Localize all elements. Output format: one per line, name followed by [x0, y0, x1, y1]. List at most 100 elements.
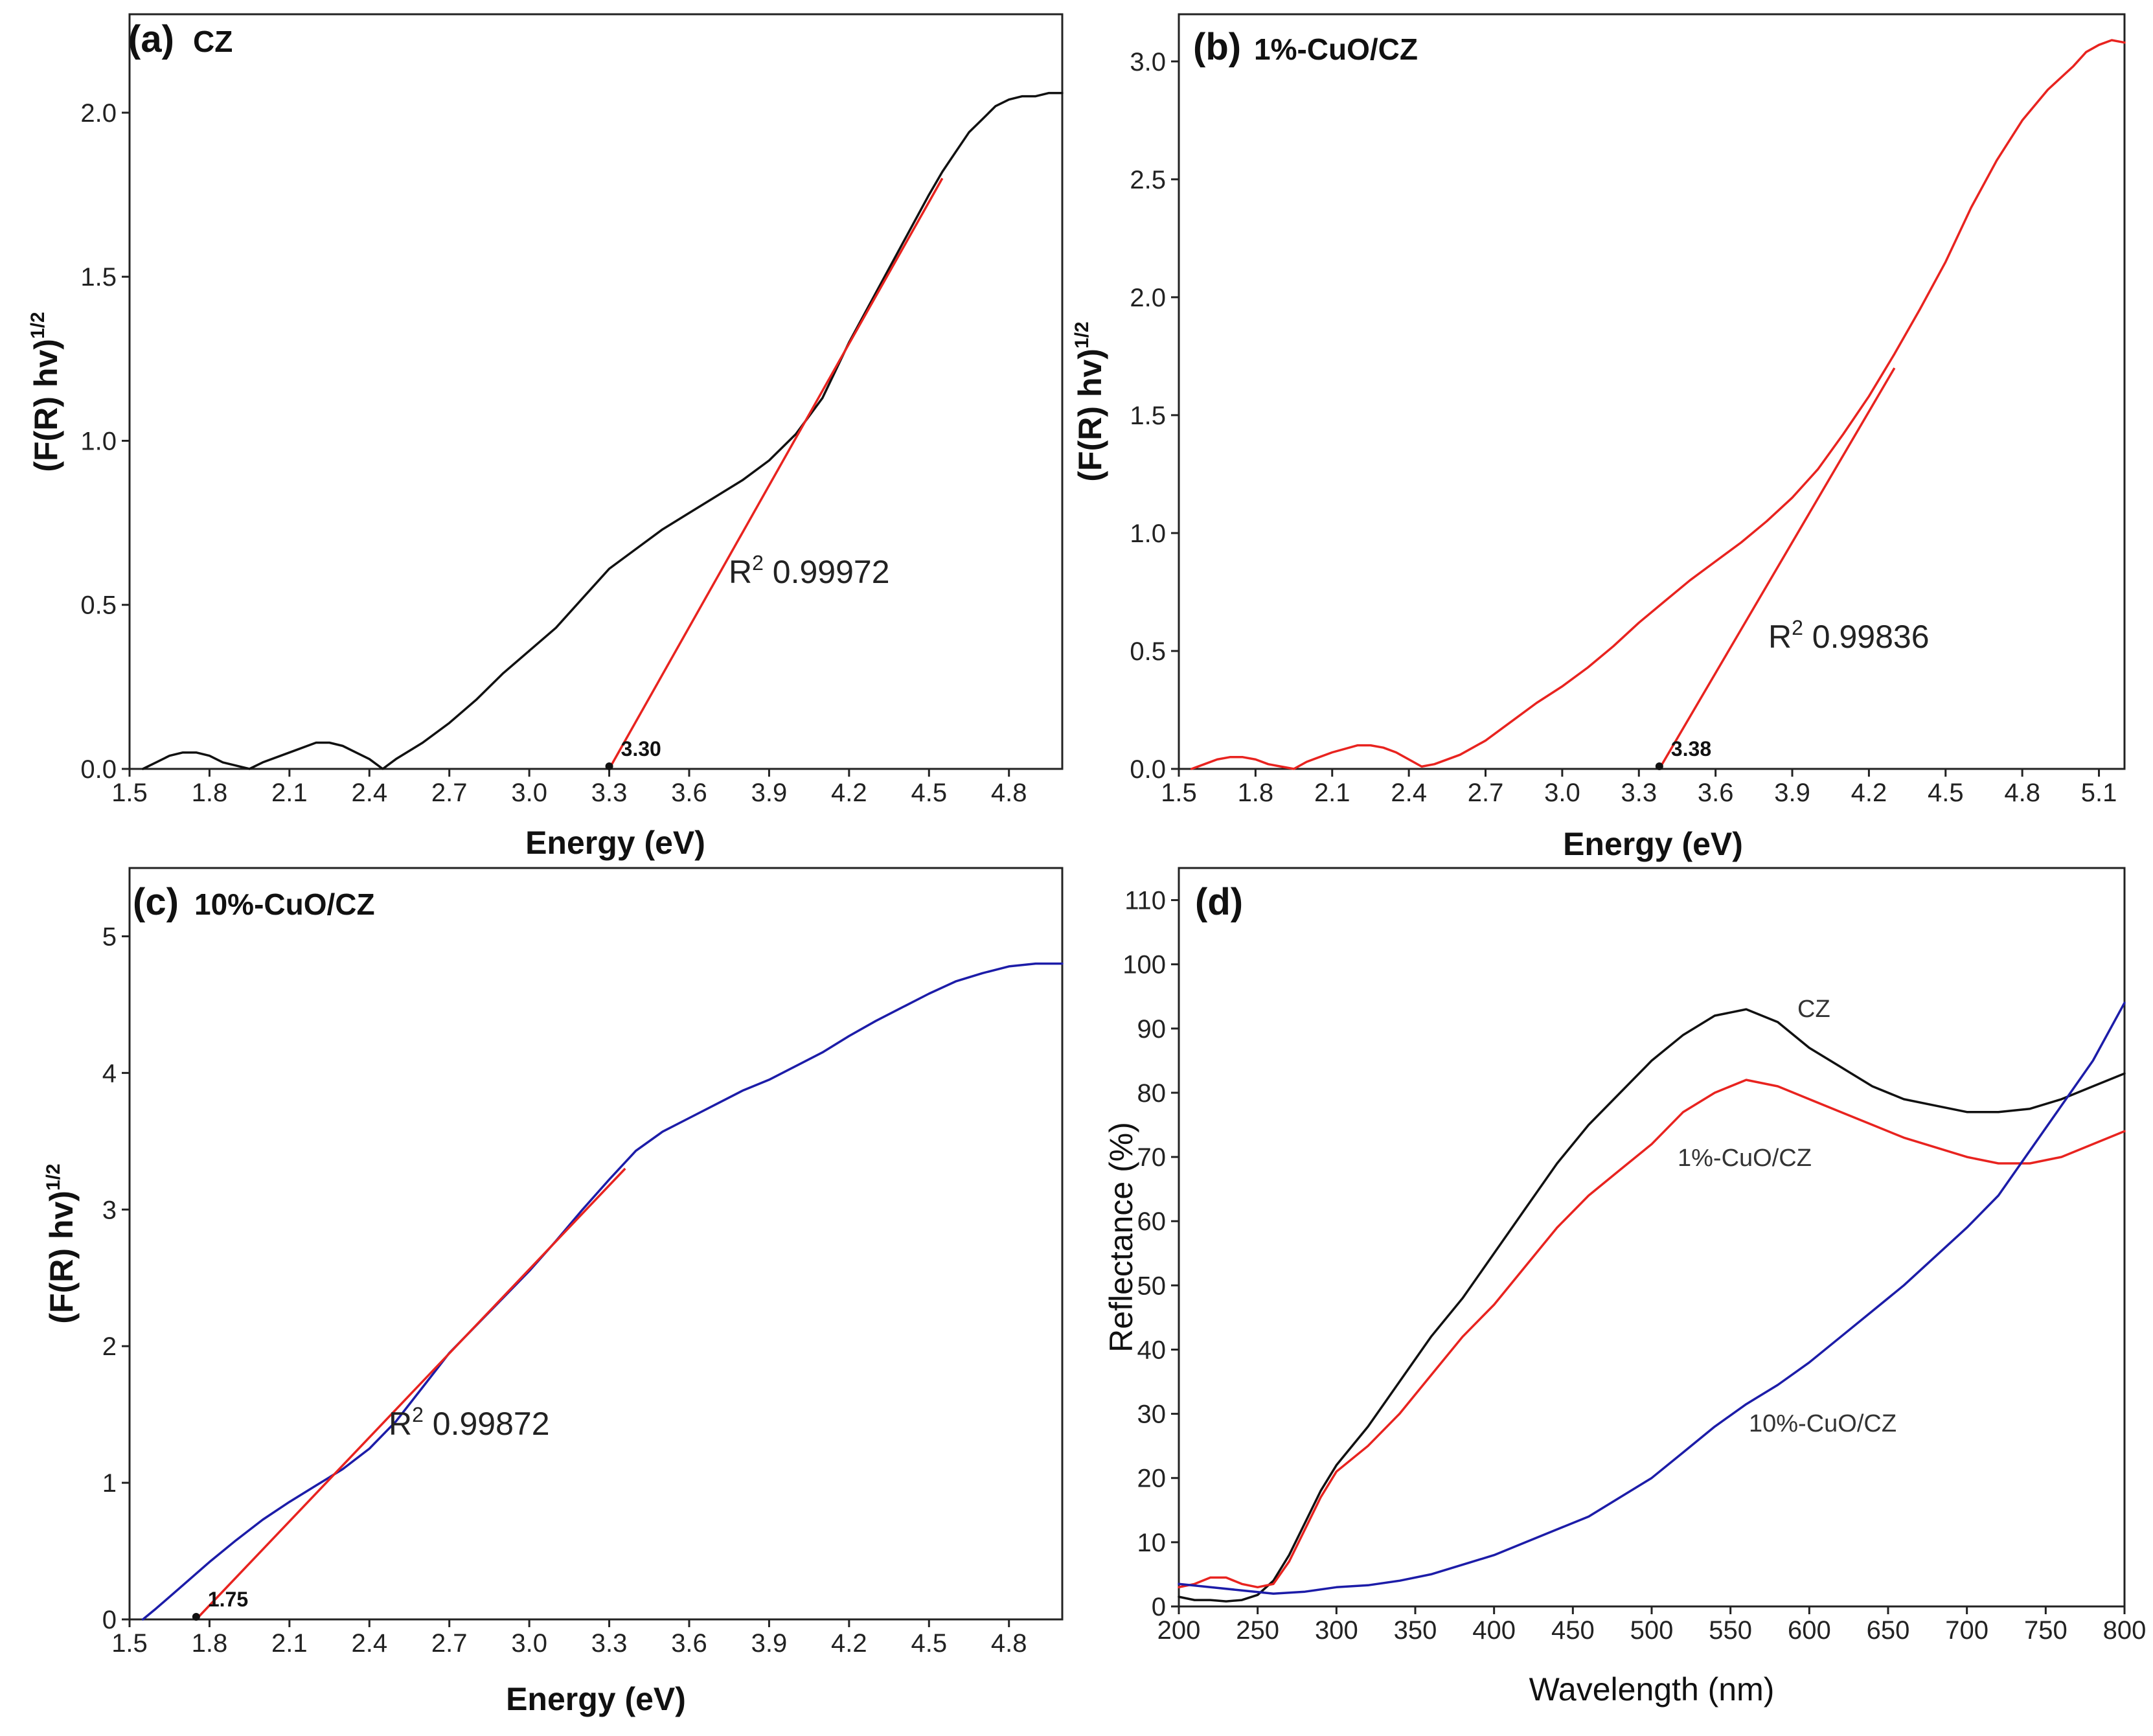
x-tick-label: 3.6: [1698, 779, 1734, 807]
x-tick-label: 2.4: [351, 1629, 387, 1658]
x-tick-label: 800: [2103, 1616, 2147, 1645]
y-axis-title: (F(R) hv)1/2: [1071, 321, 1108, 481]
y-tick-label: 100: [1122, 951, 1166, 979]
y-tick-label: 5: [102, 922, 117, 951]
y-axis-title: Reflectance (%): [1103, 1122, 1139, 1353]
y-tick-label: 60: [1137, 1207, 1167, 1236]
series-line: [1190, 39, 2126, 770]
band-gap-marker: [192, 1613, 200, 1621]
x-axis-title: Energy (eV): [525, 825, 705, 861]
x-tick-label: 2.1: [271, 1629, 308, 1658]
x-tick-label: 4.8: [991, 779, 1027, 807]
x-tick-label: 4.8: [2004, 779, 2040, 807]
x-tick-label: 3.0: [511, 1629, 547, 1658]
series-label: 10%-CuO/CZ: [1749, 1410, 1897, 1437]
x-tick-label: 3.9: [751, 779, 788, 807]
band-gap-label: 1.75: [208, 1588, 248, 1611]
series-line: [1178, 1008, 2126, 1603]
series-line: [1178, 1001, 2126, 1595]
panel-sample-name: 10%-CuO/CZ: [194, 887, 375, 921]
x-tick-label: 1.8: [192, 1629, 228, 1658]
x-tick-label: 3.6: [671, 779, 707, 807]
y-axis-ticks: 0 1 2 3 4 5: [102, 922, 130, 1634]
x-tick-label: 3.6: [671, 1629, 707, 1658]
panel-label: (d): [1195, 881, 1243, 923]
x-tick-label: 2.7: [1468, 779, 1504, 807]
r-squared-value: 0.99836: [1803, 619, 1930, 655]
band-gap-label: 3.38: [1671, 737, 1711, 760]
x-tick-label: 4.8: [991, 1629, 1027, 1658]
y-tick-label: 1.5: [80, 263, 117, 291]
y-axis-title-sup: 1/2: [27, 312, 49, 339]
x-tick-label: 750: [2024, 1616, 2068, 1645]
series-label: CZ: [1797, 996, 1830, 1023]
plot-frame: [128, 867, 1064, 1621]
x-tick-label: 2.7: [431, 1629, 468, 1658]
r-squared-value: 0.99972: [764, 554, 890, 590]
x-tick-label: 1.5: [1161, 779, 1197, 807]
x-tick-label: 3.0: [1544, 779, 1580, 807]
x-tick-label: 2.4: [351, 779, 387, 807]
x-tick-label: 3.0: [511, 779, 547, 807]
r-squared-value: 0.99872: [424, 1406, 550, 1442]
y-tick-label: 0.5: [1130, 637, 1166, 666]
y-tick-label: 0.5: [80, 591, 117, 620]
panel-label: (c): [133, 881, 179, 923]
linear-fit-line: [608, 177, 944, 770]
linear-fit-line: [195, 1167, 626, 1621]
y-tick-label: 3.0: [1130, 48, 1166, 76]
x-tick-label: 400: [1472, 1616, 1516, 1645]
y-tick-label: 0: [102, 1606, 117, 1634]
x-tick-label: 1.5: [111, 779, 148, 807]
plot-frame: [128, 13, 1064, 770]
r-squared-label: R2 0.99972: [729, 551, 890, 590]
y-tick-label: 4: [102, 1059, 117, 1088]
x-axis-ticks: 200 250 300 350 400 450 500 550 600 650 700 750 800: [1157, 1606, 2147, 1645]
y-tick-label: 2.0: [1130, 284, 1166, 312]
x-tick-label: 4.2: [831, 779, 867, 807]
y-tick-label: 1: [102, 1469, 117, 1498]
series-line: [141, 962, 1064, 1621]
band-gap-marker: [1655, 762, 1663, 770]
panel-sample-name: 1%-CuO/CZ: [1254, 32, 1418, 66]
x-tick-label: 2.1: [1314, 779, 1350, 807]
y-tick-label: 70: [1137, 1143, 1167, 1172]
y-axis-title-sup: 1/2: [43, 1163, 64, 1191]
panel-label: (b): [1193, 26, 1241, 68]
r-squared-label: R2 0.99872: [389, 1403, 550, 1442]
x-tick-label: 4.5: [1928, 779, 1964, 807]
r-squared-superscript: 2: [412, 1403, 424, 1426]
r-squared-prefix: R: [389, 1406, 412, 1442]
r-squared-prefix: R: [729, 554, 752, 590]
x-tick-label: 3.9: [751, 1629, 788, 1658]
x-tick-label: 2.1: [271, 779, 308, 807]
series-line: [1178, 1079, 2126, 1589]
x-tick-label: 700: [1945, 1616, 1988, 1645]
x-tick-label: 4.5: [911, 1629, 947, 1658]
x-axis-ticks: 1.5 1.8 2.1 2.4 2.7 3.0 3.3 3.6 3.9 4.2 4.5 4.8 5.1: [1161, 769, 2117, 807]
x-tick-label: 2.4: [1391, 779, 1427, 807]
series-line: [141, 91, 1064, 770]
y-tick-label: 0: [1152, 1593, 1166, 1621]
x-tick-label: 3.9: [1774, 779, 1810, 807]
y-tick-label: 1.0: [80, 427, 117, 455]
y-tick-label: 1.0: [1130, 520, 1166, 548]
y-tick-label: 1.5: [1130, 402, 1166, 430]
x-tick-label: 600: [1788, 1616, 1831, 1645]
y-tick-label: 0.0: [1130, 755, 1166, 784]
y-axis-ticks: 0 10 20 30 40 50 60 70 80 90 100 110: [1122, 887, 1179, 1621]
x-tick-label: 550: [1709, 1616, 1752, 1645]
r-squared-prefix: R: [1768, 619, 1792, 655]
x-tick-label: 250: [1236, 1616, 1279, 1645]
x-tick-label: 1.8: [1238, 779, 1274, 807]
y-axis-title-main: (F(R) hv): [28, 339, 64, 472]
x-axis-title: Wavelength (nm): [1529, 1671, 1775, 1707]
y-tick-label: 2.5: [1130, 166, 1166, 194]
r-squared-superscript: 2: [1792, 616, 1803, 639]
band-gap-label: 3.30: [621, 737, 661, 760]
y-axis-title: (F(R) hv)1/2: [27, 312, 64, 472]
y-axis-title-main: (F(R) hv): [43, 1191, 80, 1324]
plot-area: R2 0.99872 1.75: [141, 962, 1064, 1621]
y-tick-label: 30: [1137, 1400, 1167, 1429]
